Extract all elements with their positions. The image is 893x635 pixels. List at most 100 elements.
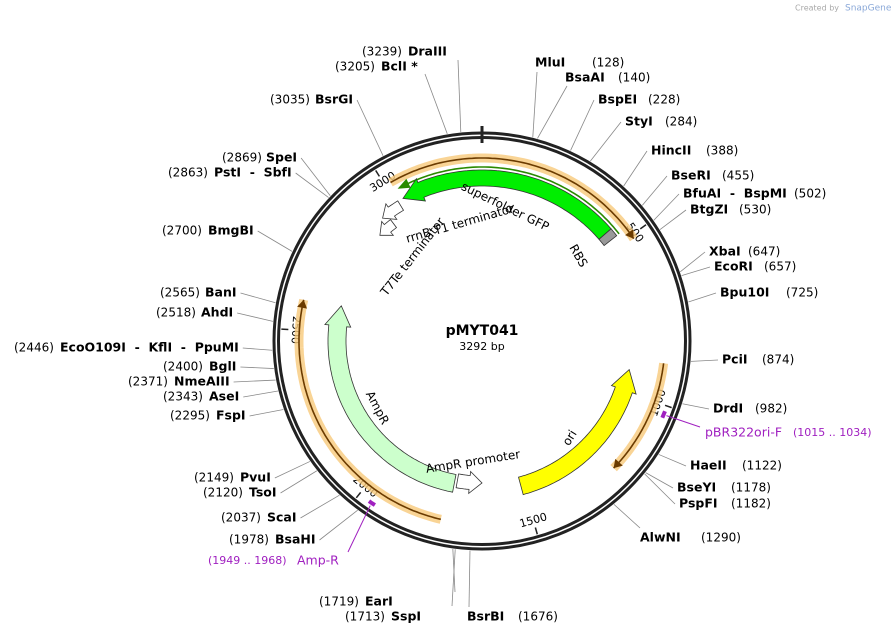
gfp-region-head — [625, 229, 634, 239]
primer-connector — [666, 415, 701, 428]
site-name: StyI — [625, 114, 653, 129]
site-position: (2400) — [163, 360, 203, 374]
site-connector — [424, 73, 448, 135]
site-connector — [240, 292, 276, 304]
tick-mark — [534, 527, 539, 535]
site-position: (2037) — [221, 511, 261, 525]
site-name: MluI — [535, 55, 565, 70]
site-connector — [532, 71, 538, 138]
t7te-terminator — [379, 219, 398, 236]
site-position: (455) — [722, 169, 754, 183]
ampr-region — [298, 299, 441, 521]
plasmid-length: 3292 bp — [459, 340, 504, 353]
site-position: (1978) — [229, 533, 269, 547]
site-connector — [237, 312, 274, 322]
site-position: (1182) — [731, 497, 771, 511]
site-connector — [319, 509, 358, 541]
site-position: (3035) — [270, 93, 310, 107]
site-connector — [658, 454, 687, 467]
feature-label: AmpR promoter — [425, 447, 521, 476]
site-name: DraIII — [408, 44, 447, 59]
site-connector — [243, 390, 279, 398]
site-connector — [644, 473, 676, 505]
site-name: BseRI — [671, 168, 711, 183]
watermark-brand: SnapGene — [845, 4, 892, 14]
site-name: BtgZI — [690, 202, 728, 217]
site-name: BanI — [205, 285, 237, 300]
site-name: BglI — [209, 359, 236, 374]
primer-range: (1949 .. 1968) — [208, 554, 287, 567]
superfolder-gfp — [402, 169, 612, 240]
site-name: BspEI — [598, 92, 637, 107]
ori-region-head — [613, 458, 623, 469]
site-connector — [457, 59, 462, 133]
site-name: BmgBI — [208, 223, 254, 238]
site-name: SpeI — [266, 150, 297, 165]
site-position: (725) — [786, 286, 818, 300]
site-position: (284) — [665, 115, 697, 129]
site-position: (1178) — [731, 481, 771, 495]
site-connector — [233, 379, 276, 383]
site-connector — [257, 230, 293, 252]
site-position: (1713) — [345, 610, 385, 624]
site-position: (228) — [648, 93, 680, 107]
site-name: TsoI — [249, 485, 277, 500]
ampr-promoter — [455, 470, 483, 495]
site-position: (1290) — [701, 531, 741, 545]
site-name: BsaAI — [565, 70, 605, 85]
tick-mark — [639, 224, 647, 230]
site-connector — [356, 99, 384, 156]
site-name: BsrGI — [315, 92, 353, 107]
site-position: (874) — [762, 353, 794, 367]
primer-connector — [347, 505, 371, 553]
site-name: PciI — [722, 352, 748, 367]
ori — [518, 368, 637, 496]
site-name: AlwNI — [640, 530, 681, 545]
site-position: (1122) — [742, 459, 782, 473]
site-connector — [570, 99, 595, 151]
site-position: (2518) — [156, 306, 196, 320]
primer-label: Amp-R — [297, 553, 339, 568]
site-connector — [537, 85, 568, 139]
site-position: (388) — [706, 144, 738, 158]
site-connector — [680, 251, 706, 273]
rbs — [598, 228, 618, 247]
site-name: DrdI — [713, 401, 743, 416]
site-name: PvuI — [240, 470, 271, 485]
gfp-region — [390, 157, 635, 240]
site-position: (128) — [592, 56, 624, 70]
site-position: (647) — [748, 245, 780, 259]
primer-range: (1015 .. 1034) — [793, 426, 872, 439]
watermark-prefix: Created by — [795, 4, 839, 13]
site-connector — [242, 347, 273, 351]
site-name: EcoO109I - KflI - PpuMI — [60, 340, 239, 355]
site-position: (140) — [618, 71, 650, 85]
site-name: SspI — [391, 609, 421, 624]
site-position: (2565) — [160, 286, 200, 300]
site-name: HincII — [651, 143, 691, 158]
site-connector — [295, 172, 329, 198]
site-connector — [641, 175, 668, 206]
site-name: PstI - SbfI — [214, 165, 292, 180]
site-connector — [645, 472, 674, 489]
gfp-strand-head — [397, 178, 411, 189]
site-name: BseYI — [677, 480, 716, 495]
site-name: XbaI — [709, 244, 741, 259]
site-name: AhdI — [201, 305, 233, 320]
site-position: (2446) — [14, 341, 54, 355]
tick-mark — [664, 404, 672, 409]
site-connector — [682, 403, 710, 410]
tick-label: 1500 — [518, 510, 548, 530]
primer-label: pBR322ori-F — [705, 425, 782, 440]
site-position: (2869) — [222, 151, 262, 165]
primer-mark — [367, 499, 376, 507]
site-position: (982) — [755, 402, 787, 416]
site-connector — [688, 292, 717, 303]
site-name: FspI — [216, 408, 246, 423]
site-position: (1719) — [319, 595, 359, 609]
site-connector — [468, 550, 471, 608]
site-name: HaeII — [690, 458, 727, 473]
site-position: (3205) — [335, 60, 375, 74]
site-connector — [280, 470, 318, 494]
